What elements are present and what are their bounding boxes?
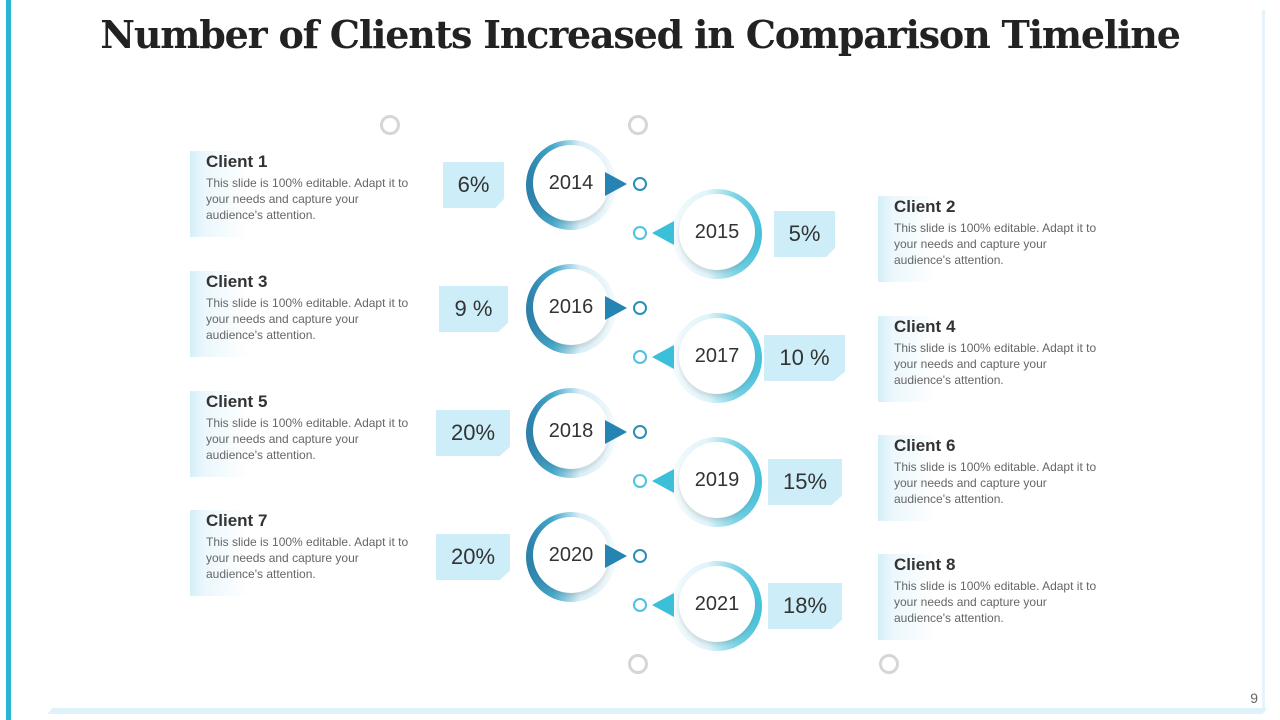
pointer-left-icon (652, 469, 674, 493)
year-circle-2014: 2014 (526, 140, 616, 230)
pointer-left-icon (652, 221, 674, 245)
percent-box-2017: 10 % (764, 335, 845, 381)
year-label: 2020 (533, 517, 609, 593)
left-accent-bar (6, 0, 11, 720)
year-circle-2016: 2016 (526, 264, 616, 354)
timeline-node (633, 425, 647, 439)
pointer-right-icon (605, 544, 627, 568)
client-card-4: Client 4 This slide is 100% editable. Ad… (878, 316, 1118, 402)
percent-box-2016: 9 % (439, 286, 508, 332)
bottom-accent-bar (47, 708, 1268, 714)
client-name: Client 2 (894, 197, 956, 216)
client-name: Client 3 (206, 272, 268, 291)
client-name: Client 4 (894, 317, 956, 336)
timeline-node (633, 350, 647, 364)
page-number: 9 (1250, 690, 1258, 706)
year-circle-2019: 2019 (672, 437, 762, 527)
client-card-8: Client 8 This slide is 100% editable. Ad… (878, 554, 1118, 640)
client-description: This slide is 100% editable. Adapt it to… (206, 416, 409, 462)
pointer-right-icon (605, 420, 627, 444)
percent-box-2014: 6% (443, 162, 504, 208)
year-label: 2016 (533, 269, 609, 345)
pointer-right-icon (605, 172, 627, 196)
timeline-node (633, 549, 647, 563)
client-card-2: Client 2 This slide is 100% editable. Ad… (878, 196, 1118, 282)
year-circle-2017: 2017 (672, 313, 762, 403)
client-name: Client 6 (894, 436, 956, 455)
client-description: This slide is 100% editable. Adapt it to… (206, 296, 409, 342)
client-card-7: Client 7 This slide is 100% editable. Ad… (190, 510, 430, 596)
year-label: 2021 (679, 566, 755, 642)
percent-box-2019: 15% (768, 459, 842, 505)
timeline-start-node-center (628, 115, 648, 135)
slide-title: Number of Clients Increased in Compariso… (100, 12, 1181, 57)
year-label: 2014 (533, 145, 609, 221)
year-circle-2018: 2018 (526, 388, 616, 478)
pointer-left-icon (652, 593, 674, 617)
year-label: 2015 (679, 194, 755, 270)
year-circle-2015: 2015 (672, 189, 762, 279)
client-name: Client 8 (894, 555, 956, 574)
timeline-node (633, 474, 647, 488)
percent-box-2020: 20% (436, 534, 510, 580)
client-card-3: Client 3 This slide is 100% editable. Ad… (190, 271, 430, 357)
year-label: 2019 (679, 442, 755, 518)
year-label: 2018 (533, 393, 609, 469)
client-description: This slide is 100% editable. Adapt it to… (206, 535, 409, 581)
client-name: Client 7 (206, 511, 268, 530)
year-label: 2017 (679, 318, 755, 394)
timeline-end-node-right (879, 654, 899, 674)
client-description: This slide is 100% editable. Adapt it to… (894, 579, 1097, 625)
client-description: This slide is 100% editable. Adapt it to… (894, 341, 1097, 387)
client-card-6: Client 6 This slide is 100% editable. Ad… (878, 435, 1118, 521)
client-card-1: Client 1 This slide is 100% editable. Ad… (190, 151, 430, 237)
percent-box-2021: 18% (768, 583, 842, 629)
client-card-5: Client 5 This slide is 100% editable. Ad… (190, 391, 430, 477)
timeline-node (633, 301, 647, 315)
client-description: This slide is 100% editable. Adapt it to… (894, 221, 1097, 267)
timeline-node (633, 598, 647, 612)
year-circle-2021: 2021 (672, 561, 762, 651)
timeline-end-node-center (628, 654, 648, 674)
right-accent-bar (1262, 10, 1265, 710)
timeline-node (633, 226, 647, 240)
client-name: Client 5 (206, 392, 268, 411)
percent-box-2018: 20% (436, 410, 510, 456)
client-description: This slide is 100% editable. Adapt it to… (894, 460, 1097, 506)
timeline-start-node-left (380, 115, 400, 135)
client-name: Client 1 (206, 152, 268, 171)
pointer-left-icon (652, 345, 674, 369)
percent-box-2015: 5% (774, 211, 835, 257)
client-description: This slide is 100% editable. Adapt it to… (206, 176, 409, 222)
year-circle-2020: 2020 (526, 512, 616, 602)
timeline-node (633, 177, 647, 191)
pointer-right-icon (605, 296, 627, 320)
